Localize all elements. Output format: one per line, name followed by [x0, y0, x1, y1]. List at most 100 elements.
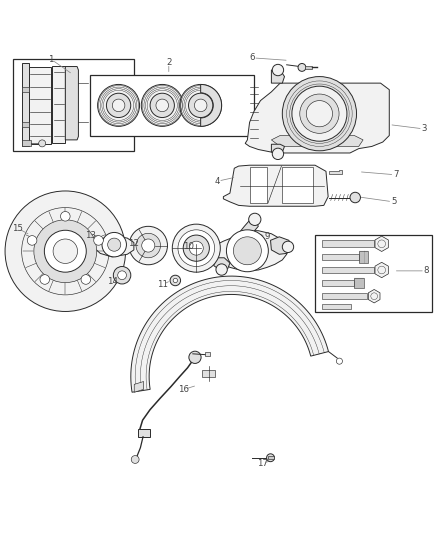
- Polygon shape: [321, 266, 374, 273]
- Circle shape: [173, 278, 177, 282]
- Text: 7: 7: [393, 171, 399, 179]
- Polygon shape: [245, 83, 389, 153]
- Bar: [315, 235, 432, 312]
- Circle shape: [298, 63, 306, 71]
- Circle shape: [53, 239, 78, 263]
- Circle shape: [183, 235, 209, 261]
- Circle shape: [267, 454, 275, 462]
- Polygon shape: [321, 304, 351, 309]
- Polygon shape: [359, 251, 368, 263]
- Circle shape: [194, 99, 207, 112]
- Circle shape: [102, 232, 127, 257]
- Polygon shape: [321, 293, 367, 299]
- Polygon shape: [321, 240, 374, 247]
- Circle shape: [40, 274, 49, 284]
- Circle shape: [118, 271, 127, 280]
- Polygon shape: [368, 289, 380, 303]
- Polygon shape: [215, 231, 289, 271]
- Bar: [90, 75, 254, 135]
- Polygon shape: [321, 280, 354, 286]
- Polygon shape: [65, 67, 78, 140]
- Polygon shape: [268, 456, 274, 459]
- Text: 2: 2: [166, 58, 172, 67]
- Circle shape: [300, 94, 339, 133]
- Circle shape: [350, 192, 360, 203]
- Circle shape: [27, 236, 37, 245]
- Circle shape: [39, 140, 46, 147]
- Circle shape: [188, 93, 213, 118]
- Polygon shape: [214, 258, 230, 271]
- Circle shape: [150, 93, 174, 118]
- Text: 1: 1: [48, 54, 53, 63]
- Circle shape: [141, 84, 183, 126]
- Circle shape: [129, 227, 167, 265]
- Polygon shape: [329, 169, 342, 174]
- Circle shape: [226, 230, 268, 272]
- Text: 15: 15: [12, 223, 23, 232]
- Text: 11: 11: [157, 280, 168, 289]
- Circle shape: [172, 224, 220, 272]
- Polygon shape: [305, 66, 311, 69]
- Polygon shape: [272, 70, 285, 83]
- Circle shape: [233, 237, 261, 265]
- Circle shape: [98, 84, 140, 126]
- Polygon shape: [354, 278, 364, 288]
- Polygon shape: [271, 237, 291, 254]
- Polygon shape: [21, 87, 29, 92]
- Circle shape: [283, 241, 293, 253]
- Circle shape: [249, 213, 261, 225]
- Polygon shape: [321, 254, 359, 260]
- Text: 12: 12: [128, 239, 139, 248]
- Circle shape: [136, 233, 160, 258]
- Polygon shape: [272, 144, 285, 152]
- Polygon shape: [251, 167, 267, 203]
- Polygon shape: [21, 63, 29, 147]
- Polygon shape: [29, 67, 51, 144]
- Circle shape: [44, 230, 86, 272]
- Text: 14: 14: [106, 277, 117, 286]
- Circle shape: [81, 274, 91, 284]
- Polygon shape: [205, 352, 210, 357]
- Circle shape: [189, 351, 201, 364]
- Polygon shape: [272, 135, 363, 147]
- Circle shape: [112, 99, 125, 112]
- Polygon shape: [240, 220, 258, 235]
- Circle shape: [108, 238, 121, 251]
- Polygon shape: [131, 276, 328, 392]
- Text: 4: 4: [214, 177, 219, 186]
- Circle shape: [336, 358, 343, 364]
- Polygon shape: [375, 236, 389, 252]
- Polygon shape: [52, 66, 65, 143]
- Circle shape: [106, 93, 131, 118]
- Polygon shape: [223, 165, 328, 206]
- Circle shape: [306, 101, 332, 127]
- Circle shape: [272, 64, 284, 76]
- Circle shape: [292, 86, 347, 141]
- Text: 9: 9: [265, 232, 270, 241]
- Circle shape: [5, 191, 126, 311]
- Text: 8: 8: [424, 266, 429, 276]
- Text: 5: 5: [391, 197, 396, 206]
- Polygon shape: [138, 429, 150, 437]
- Polygon shape: [95, 235, 134, 257]
- Text: 13: 13: [85, 231, 95, 239]
- Text: 10: 10: [183, 243, 194, 252]
- Circle shape: [142, 239, 155, 252]
- Polygon shape: [202, 370, 215, 376]
- Circle shape: [216, 264, 227, 275]
- Circle shape: [131, 456, 139, 463]
- Polygon shape: [201, 84, 222, 126]
- Circle shape: [34, 220, 97, 282]
- Polygon shape: [21, 123, 29, 127]
- Polygon shape: [283, 167, 313, 203]
- Polygon shape: [21, 140, 31, 147]
- Circle shape: [170, 275, 180, 286]
- Circle shape: [156, 99, 169, 112]
- Polygon shape: [375, 262, 389, 278]
- Circle shape: [21, 207, 109, 295]
- Text: 6: 6: [249, 53, 254, 62]
- Circle shape: [189, 241, 203, 255]
- Circle shape: [113, 266, 131, 284]
- Circle shape: [283, 77, 357, 151]
- Circle shape: [94, 236, 103, 245]
